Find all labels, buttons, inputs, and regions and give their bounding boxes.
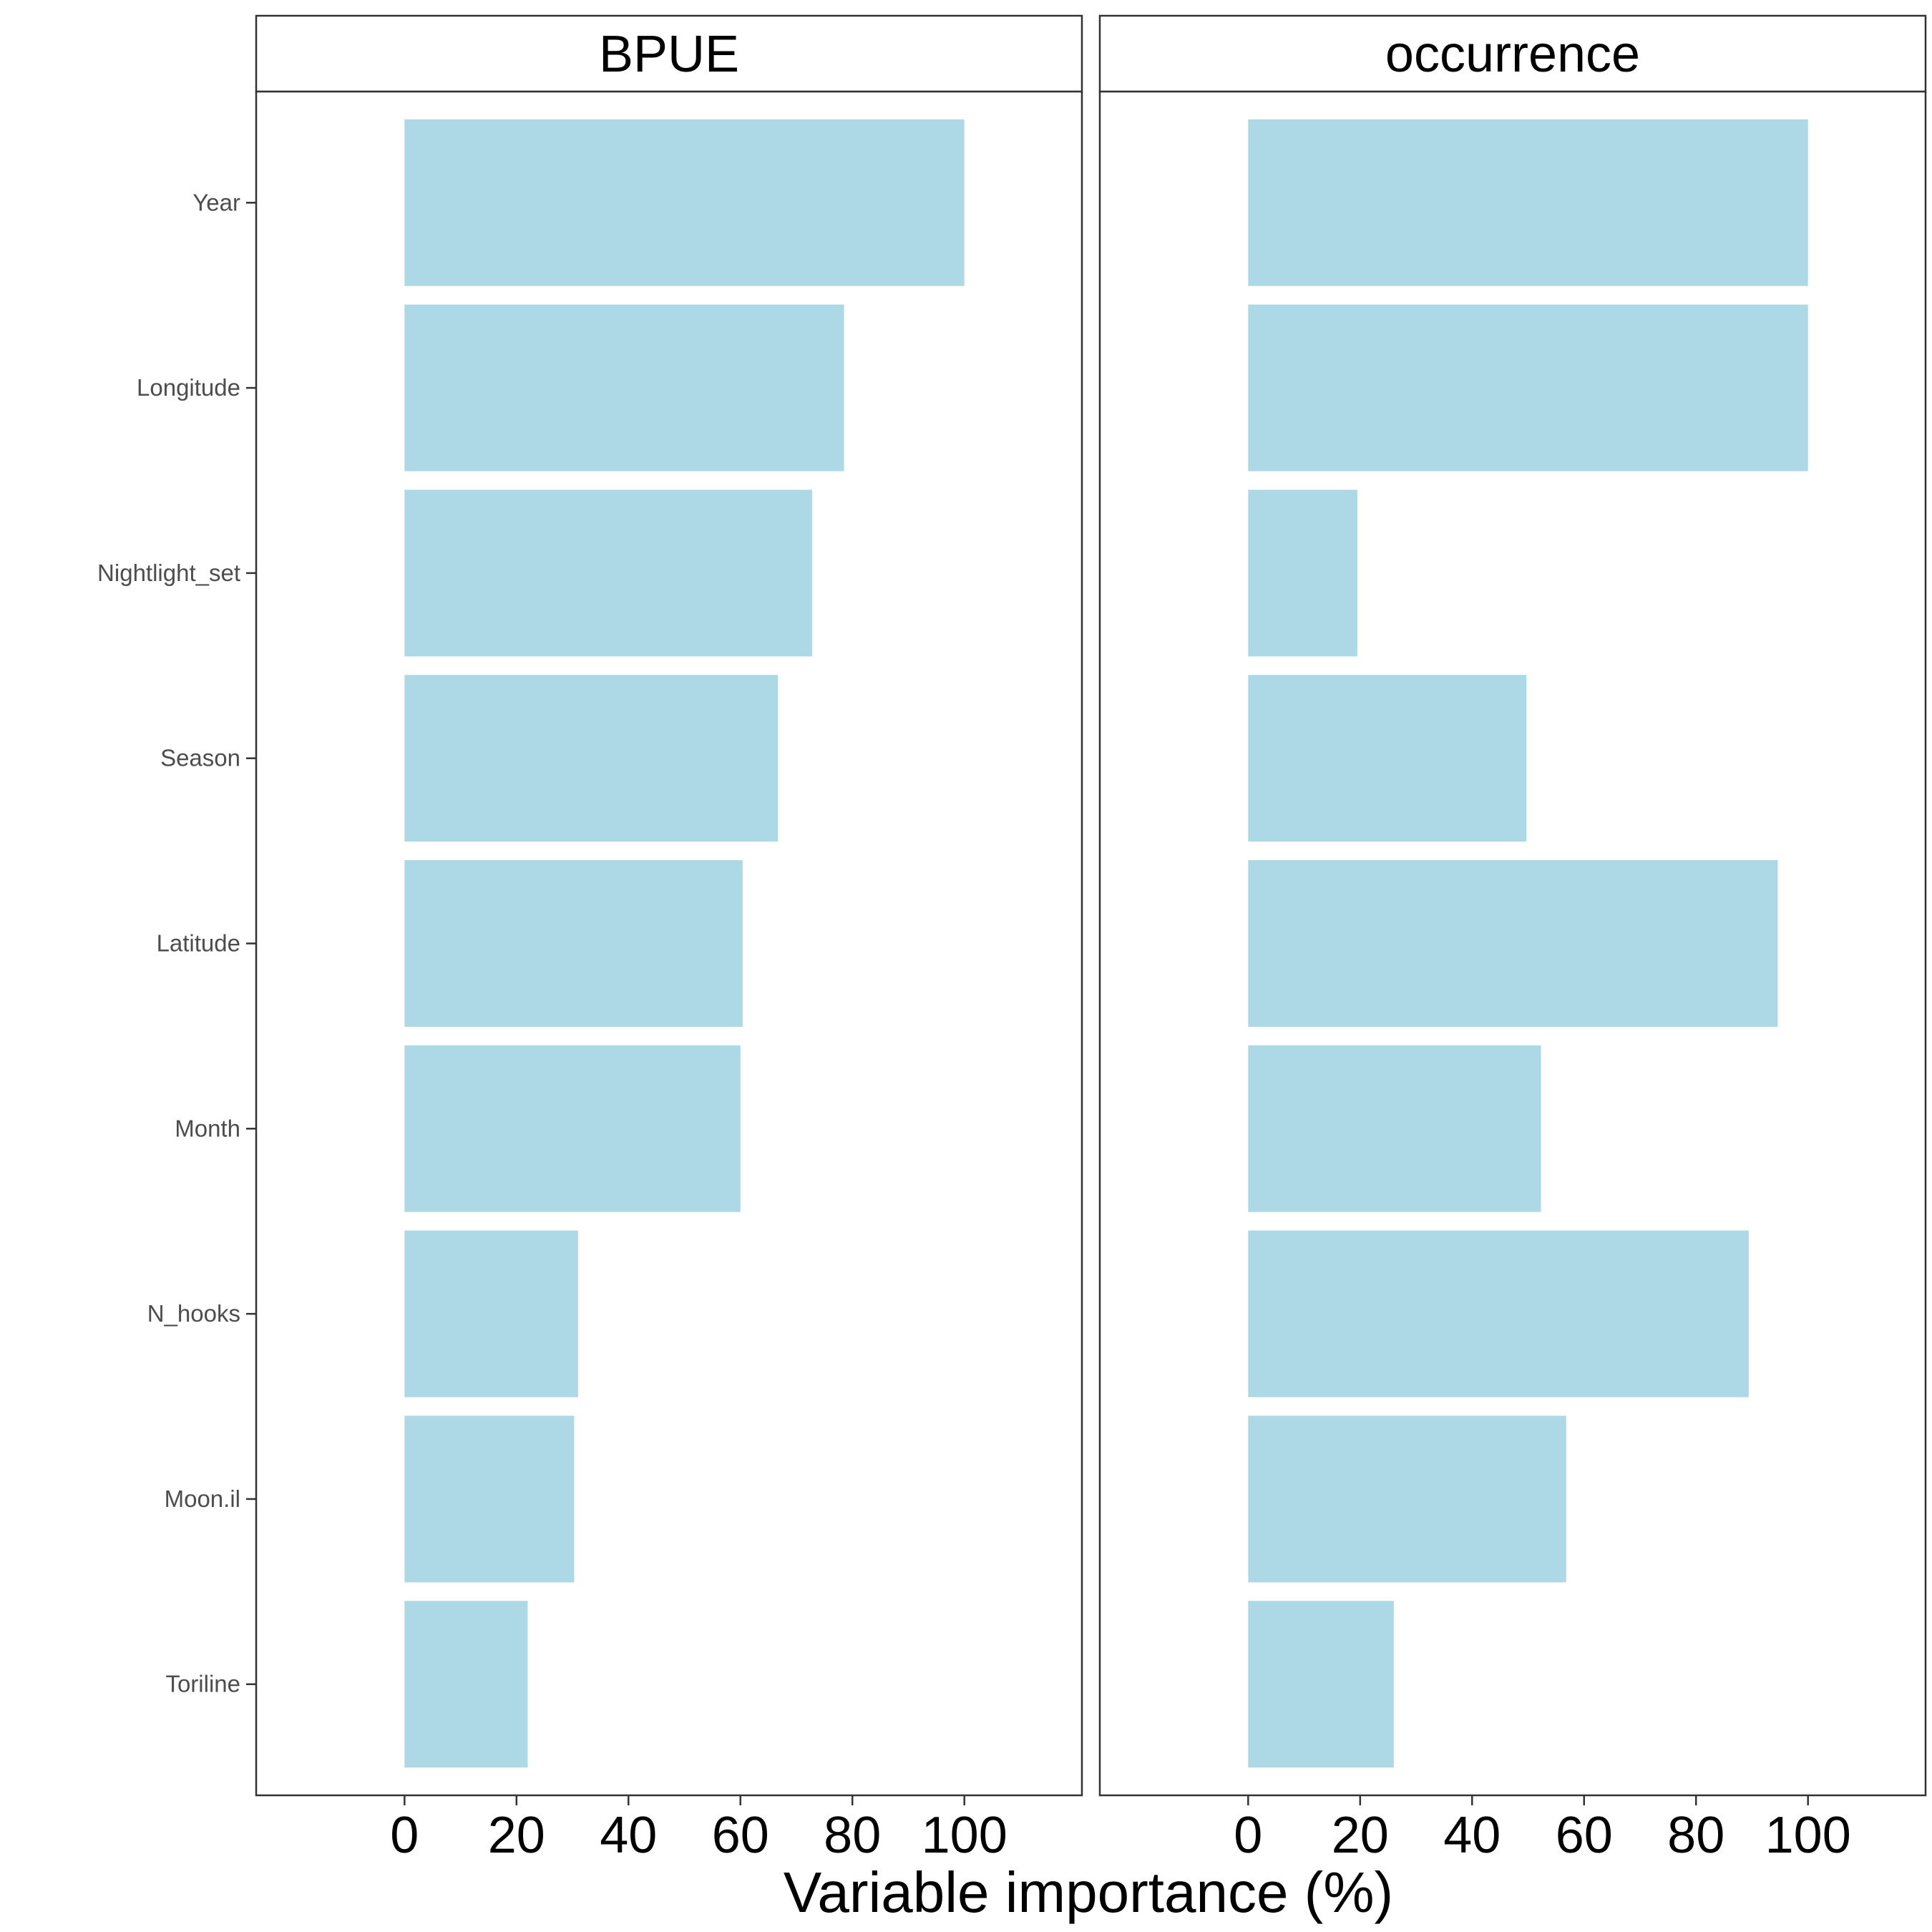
y-tick-label: Season xyxy=(160,745,240,771)
x-tick-label: 0 xyxy=(390,1807,419,1864)
x-tick-label: 20 xyxy=(488,1807,545,1864)
facet-strip-label: occurrence xyxy=(1385,26,1640,83)
bar-nightlight-set xyxy=(404,489,812,657)
y-tick-label: Moon.il xyxy=(165,1485,240,1512)
facet-strip xyxy=(255,14,1083,93)
panel-occurrence: occurrence 0 20 40 60 80 100 xyxy=(1098,14,1927,1864)
bar-year xyxy=(404,119,965,286)
x-tick-label: 60 xyxy=(1556,1807,1613,1864)
panel-bpue: BPUE 0 20 40 60 80 100 xyxy=(255,14,1083,1864)
bar-moon-il xyxy=(404,1415,575,1583)
x-tick-label: 0 xyxy=(1234,1807,1262,1864)
y-tick-label: Nightlight_set xyxy=(97,560,240,586)
x-axis-title: Variable importance (%) xyxy=(784,1860,1393,1924)
x-tick-label: 20 xyxy=(1332,1807,1389,1864)
bar-toriline xyxy=(1248,1601,1394,1768)
bar-toriline xyxy=(404,1601,528,1768)
facet-strip xyxy=(1098,14,1927,93)
x-tick-label: 100 xyxy=(1765,1807,1851,1864)
bar-moon-il xyxy=(1248,1415,1566,1583)
bar-nightlight-set xyxy=(1248,489,1357,657)
bar-month xyxy=(404,1045,741,1212)
bar-latitude xyxy=(1248,860,1778,1027)
bar-n-hooks xyxy=(1248,1230,1749,1397)
bar-season xyxy=(1248,675,1527,842)
bar-longitude xyxy=(404,304,844,472)
y-tick-label: N_hooks xyxy=(147,1300,240,1327)
facet-strip-label: BPUE xyxy=(599,26,739,83)
y-tick-label: Longitude xyxy=(137,374,240,401)
y-tick-label: Year xyxy=(192,189,240,215)
y-tick-label: Latitude xyxy=(157,930,240,957)
x-tick-label: 60 xyxy=(712,1807,769,1864)
x-tick-label: 80 xyxy=(1667,1807,1724,1864)
bar-month xyxy=(1248,1045,1541,1212)
x-tick-label: 80 xyxy=(824,1807,881,1864)
y-tick-label: Month xyxy=(175,1115,240,1141)
bar-year xyxy=(1248,119,1808,286)
x-tick-label: 40 xyxy=(1443,1807,1501,1864)
bar-n-hooks xyxy=(404,1230,578,1397)
bar-latitude xyxy=(404,860,743,1027)
bar-longitude xyxy=(1248,304,1808,472)
y-tick-label: Toriline xyxy=(165,1671,240,1697)
x-tick-label: 100 xyxy=(922,1807,1008,1864)
x-tick-label: 40 xyxy=(600,1807,657,1864)
bar-season xyxy=(404,675,779,842)
y-axis: Year Longitude Nightlight_set Season Latitud… xyxy=(97,189,256,1697)
